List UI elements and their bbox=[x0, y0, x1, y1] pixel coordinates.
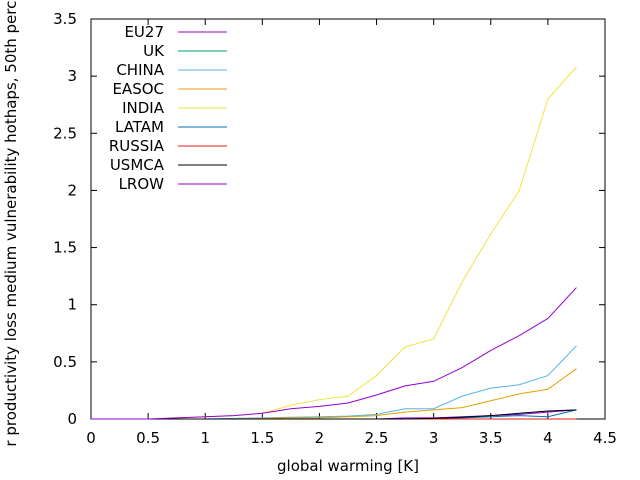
ticks: 0 0.5 1 1.5 2 2.5 3 3.5 4 4.5 0 0.5 1 1.5 2 2.5 3 3.5 bbox=[53, 10, 617, 447]
y-tick-label: 0.5 bbox=[53, 353, 77, 371]
x-tick-label: 3 bbox=[429, 429, 439, 447]
y-tick-label: 2.5 bbox=[53, 124, 77, 142]
y-tick-label: 2 bbox=[67, 181, 77, 199]
legend-label-easoc: EASOC bbox=[112, 80, 164, 98]
x-tick-label: 2 bbox=[315, 429, 325, 447]
x-tick-label: 0.5 bbox=[136, 429, 160, 447]
x-tick-label: 4 bbox=[543, 429, 553, 447]
x-tick-label: 0 bbox=[86, 429, 96, 447]
y-axis-label: r productivity loss medium vulnerability… bbox=[2, 0, 20, 447]
series-line-china bbox=[91, 345, 577, 420]
series-line-lrow bbox=[91, 287, 577, 420]
legend-label-usmca: USMCA bbox=[110, 156, 165, 174]
y-tick-label: 3.5 bbox=[53, 10, 77, 28]
series-line-easoc bbox=[91, 368, 577, 420]
x-tick-label: 3.5 bbox=[479, 429, 503, 447]
x-tick-label: 1.5 bbox=[250, 429, 274, 447]
legend-label-lrow: LROW bbox=[119, 175, 165, 193]
legend-label-russia: RUSSIA bbox=[109, 137, 165, 155]
plot-frame bbox=[90, 18, 606, 420]
x-tick-label: 1 bbox=[200, 429, 210, 447]
y-tick-label: 1.5 bbox=[53, 239, 77, 257]
legend-label-latam: LATAM bbox=[115, 118, 164, 136]
legend-label-china: CHINA bbox=[116, 61, 164, 79]
y-tick-label: 0 bbox=[67, 410, 77, 428]
legend-label-eu27: EU27 bbox=[124, 23, 164, 41]
x-tick-label: 2.5 bbox=[365, 429, 389, 447]
y-tick-label: 1 bbox=[67, 296, 77, 314]
legend: EU27UKCHINAEASOCINDIALATAMRUSSIAUSMCALRO… bbox=[109, 23, 227, 193]
series-line-usmca bbox=[91, 409, 577, 420]
x-tick-label: 4.5 bbox=[593, 429, 617, 447]
series-lines bbox=[91, 66, 577, 420]
legend-label-india: INDIA bbox=[122, 99, 165, 117]
legend-label-uk: UK bbox=[143, 42, 165, 60]
x-axis-label: global warming [K] bbox=[277, 457, 419, 475]
y-tick-label: 3 bbox=[67, 67, 77, 85]
